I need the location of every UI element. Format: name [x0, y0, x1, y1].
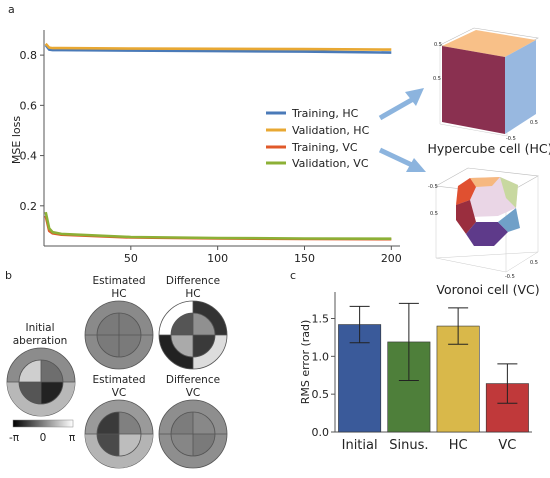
bar-label-hc: HC — [449, 438, 468, 453]
hc-tick-top: 0.5 — [434, 42, 442, 48]
legend-label-validation-hc: Validation, HC — [292, 124, 370, 137]
diff-hc-label-line2: HC — [185, 288, 200, 300]
x-tick-label: 150 — [294, 252, 315, 265]
est-hc-label-line1: Estimated — [92, 275, 145, 287]
est-hc-label-line2: HC — [111, 288, 126, 300]
diff-vc-label-line1: Difference — [166, 374, 220, 386]
est-vc-label-line1: Estimated — [92, 374, 145, 386]
cube-side-face — [505, 40, 536, 134]
disc-difference-vc — [158, 399, 228, 469]
pointer-arrows — [378, 88, 426, 172]
vc-tick-bottom-a: -0.5 — [505, 274, 515, 280]
voronoi-upper-right-face — [500, 177, 518, 208]
voronoi-upper-left-face — [456, 178, 476, 205]
panel-label-c: c — [290, 269, 296, 282]
vc-tick-top: -0.5 — [428, 184, 438, 190]
cube-top-face — [442, 30, 536, 57]
colorbar-mid: 0 — [40, 432, 47, 444]
voronoi-right-face — [498, 208, 520, 232]
arrow-head-vc — [406, 158, 426, 172]
arrow-to-vc — [378, 147, 416, 169]
disc-initial — [6, 347, 76, 417]
arrow-to-hc — [378, 95, 417, 121]
series-line-validation-hc — [44, 42, 392, 51]
bar-label-vc: VC — [498, 438, 516, 453]
diff-vc-label-line2: VC — [186, 387, 201, 399]
y-tick-label: 0.8 — [20, 49, 38, 62]
loss-line-chart: 0.2 0.4 0.6 0.8 50 100 150 200 MSE loss — [10, 30, 402, 265]
voronoi-caption: Voronoi cell (VC) — [436, 282, 539, 297]
disc-estimated-hc — [84, 300, 154, 370]
bar-y-tick-label: 1.0 — [312, 350, 330, 363]
y-tick-label: 0.2 — [20, 200, 38, 213]
voronoi-top-face — [470, 177, 500, 187]
phase-colorbar — [12, 419, 74, 428]
bar-label-sinus: Sinus. — [389, 438, 428, 453]
bar-label-initial: Initial — [342, 438, 378, 453]
voronoi-left-face — [456, 200, 476, 234]
series-line-training-hc — [44, 44, 392, 54]
disc-difference-hc — [158, 300, 228, 370]
hypercube-cell-3d: 0.5 0.5 -0.5 0.5 Hypercube cell (HC) — [427, 27, 550, 156]
disc-estimated-vc — [84, 399, 154, 469]
hc-tick-left: 0.5 — [433, 76, 441, 82]
bar-y-axis-label: RMS error (rad) — [299, 320, 312, 405]
voronoi-cell-3d: -0.5 0.5 -0.5 0.5 Voronoi cell (VC) — [428, 167, 540, 297]
panel-label-a: a — [8, 3, 15, 16]
hc-tick-bottom-b: 0.5 — [530, 120, 538, 126]
phase-maps: Initial aberration -π 0 π Estimated HC — [6, 275, 228, 469]
bar-y-tick-label: 1.5 — [312, 312, 330, 325]
legend-label-validation-vc: Validation, VC — [292, 157, 369, 170]
x-tick-label: 200 — [381, 252, 402, 265]
vc-tick-left: 0.5 — [430, 211, 438, 217]
panel-label-b: b — [5, 269, 12, 282]
colorbar-max: π — [69, 432, 76, 444]
y-tick-label: 0.4 — [20, 150, 38, 163]
initial-label-line2: aberration — [13, 335, 68, 347]
legend-label-training-vc: Training, VC — [291, 141, 358, 154]
legend-label-training-hc: Training, HC — [291, 107, 359, 120]
series-line-validation-vc — [44, 211, 392, 240]
cube-front-face — [442, 46, 505, 134]
diff-hc-label-line1: Difference — [166, 275, 220, 287]
rms-bar-chart: 0.0 0.5 1.0 1.5 Initial Sinus. HC VC RMS error… — [299, 292, 532, 453]
colorbar-min: -π — [9, 432, 20, 444]
y-tick-label: 0.6 — [20, 99, 38, 112]
est-vc-label-line2: VC — [112, 387, 127, 399]
bar-y-tick-label: 0.0 — [312, 426, 330, 439]
bar-y-tick-label: 0.5 — [312, 388, 330, 401]
initial-label-line1: Initial — [25, 322, 54, 334]
y-axis-label: MSE loss — [10, 116, 23, 164]
x-tick-label: 100 — [207, 252, 228, 265]
legend: Training, HC Validation, HC Training, VC… — [266, 107, 370, 170]
hypercube-caption: Hypercube cell (HC) — [427, 141, 550, 156]
arrow-head-hc — [405, 88, 424, 106]
voronoi-bottom-face — [466, 222, 508, 246]
hc-tick-bottom-a: -0.5 — [506, 136, 516, 142]
vc-tick-bottom-b: 0.5 — [530, 260, 538, 266]
x-tick-label: 50 — [124, 252, 138, 265]
